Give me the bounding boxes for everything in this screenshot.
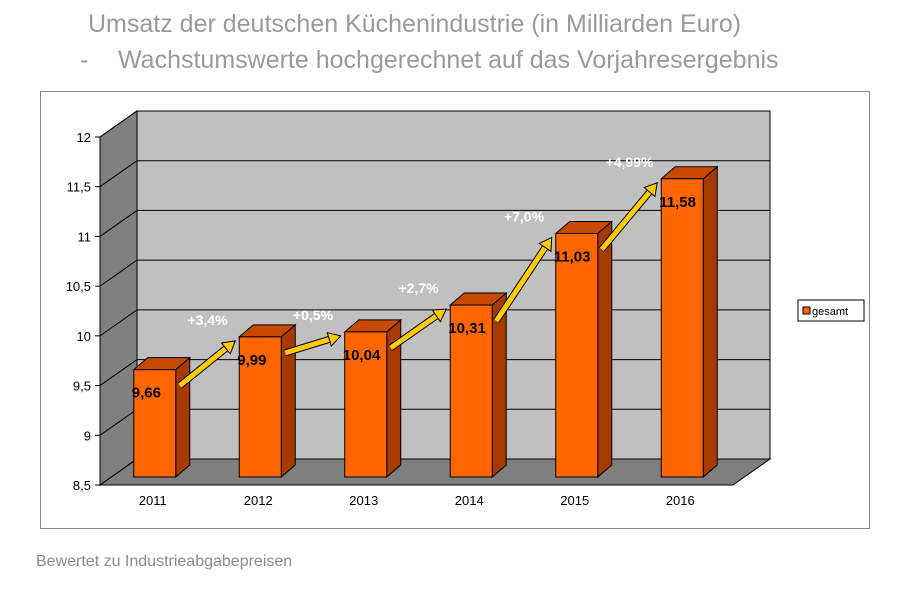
data-label: 11,58 xyxy=(659,194,696,211)
y-tick-label: 8,5 xyxy=(73,478,91,493)
growth-arrow xyxy=(599,190,652,252)
growth-arrow xyxy=(389,313,438,350)
y-tick-label: 10 xyxy=(77,329,91,344)
legend-swatch xyxy=(802,306,811,315)
x-tick-label: 2016 xyxy=(666,493,695,508)
subtitle-text: Wachstumswerte hochgerechnet auf das Vor… xyxy=(118,46,779,74)
bar-side xyxy=(597,220,613,479)
chart-title: Umsatz der deutschen Küchenindustrie (in… xyxy=(88,10,742,38)
legend-label: gesamt xyxy=(812,306,848,318)
y-tick-label: 10,5 xyxy=(66,279,91,294)
growth-label: +3,4% xyxy=(187,312,228,328)
bar xyxy=(238,336,282,478)
data-label: 9,66 xyxy=(132,385,161,402)
gridline xyxy=(99,110,770,138)
bar xyxy=(660,178,704,478)
y-tick-label: 9,5 xyxy=(73,379,91,394)
side-wall xyxy=(99,110,138,486)
growth-arrowhead xyxy=(326,332,342,348)
growth-arrowhead xyxy=(643,181,658,198)
growth-label: +7,0% xyxy=(504,208,545,224)
growth-arrowhead xyxy=(220,340,237,355)
data-label: 9,99 xyxy=(237,352,266,369)
growth-arrow xyxy=(178,346,228,388)
legend xyxy=(797,299,865,322)
y-tick-label: 12 xyxy=(77,130,91,145)
x-tick-label: 2014 xyxy=(455,493,484,508)
data-label: 10,04 xyxy=(343,347,381,364)
subtitle-dash: - xyxy=(80,46,89,74)
growth-label: +2,7% xyxy=(398,280,439,296)
growth-label: +0,5% xyxy=(293,307,334,323)
y-tick-label: 9 xyxy=(84,428,91,443)
x-tick-label: 2015 xyxy=(560,493,589,508)
gridline xyxy=(99,160,770,188)
growth-arrowhead xyxy=(538,236,553,253)
chart-subtitle: - Wachstumswerte hochgerechnet auf das Vo… xyxy=(80,46,779,75)
x-tick-label: 2013 xyxy=(349,493,378,508)
growth-label: +4,99% xyxy=(606,154,654,170)
y-tick-label: 11 xyxy=(78,229,92,244)
y-tick-label: 11,5 xyxy=(67,180,91,195)
gridline xyxy=(99,209,770,237)
growth-arrow xyxy=(494,246,548,323)
data-label: 10,31 xyxy=(448,320,486,337)
bar xyxy=(449,304,493,478)
bar xyxy=(344,331,388,478)
data-label: 11,03 xyxy=(554,248,591,265)
growth-arrow xyxy=(284,336,331,356)
bar-side xyxy=(702,165,718,479)
x-tick-label: 2011 xyxy=(139,493,167,508)
x-tick-label: 2012 xyxy=(244,493,273,508)
growth-arrowhead xyxy=(431,308,448,323)
bar xyxy=(133,369,177,478)
footnote: Bewertet zu Industrieabgabepreisen xyxy=(36,553,293,570)
bar xyxy=(555,232,599,478)
